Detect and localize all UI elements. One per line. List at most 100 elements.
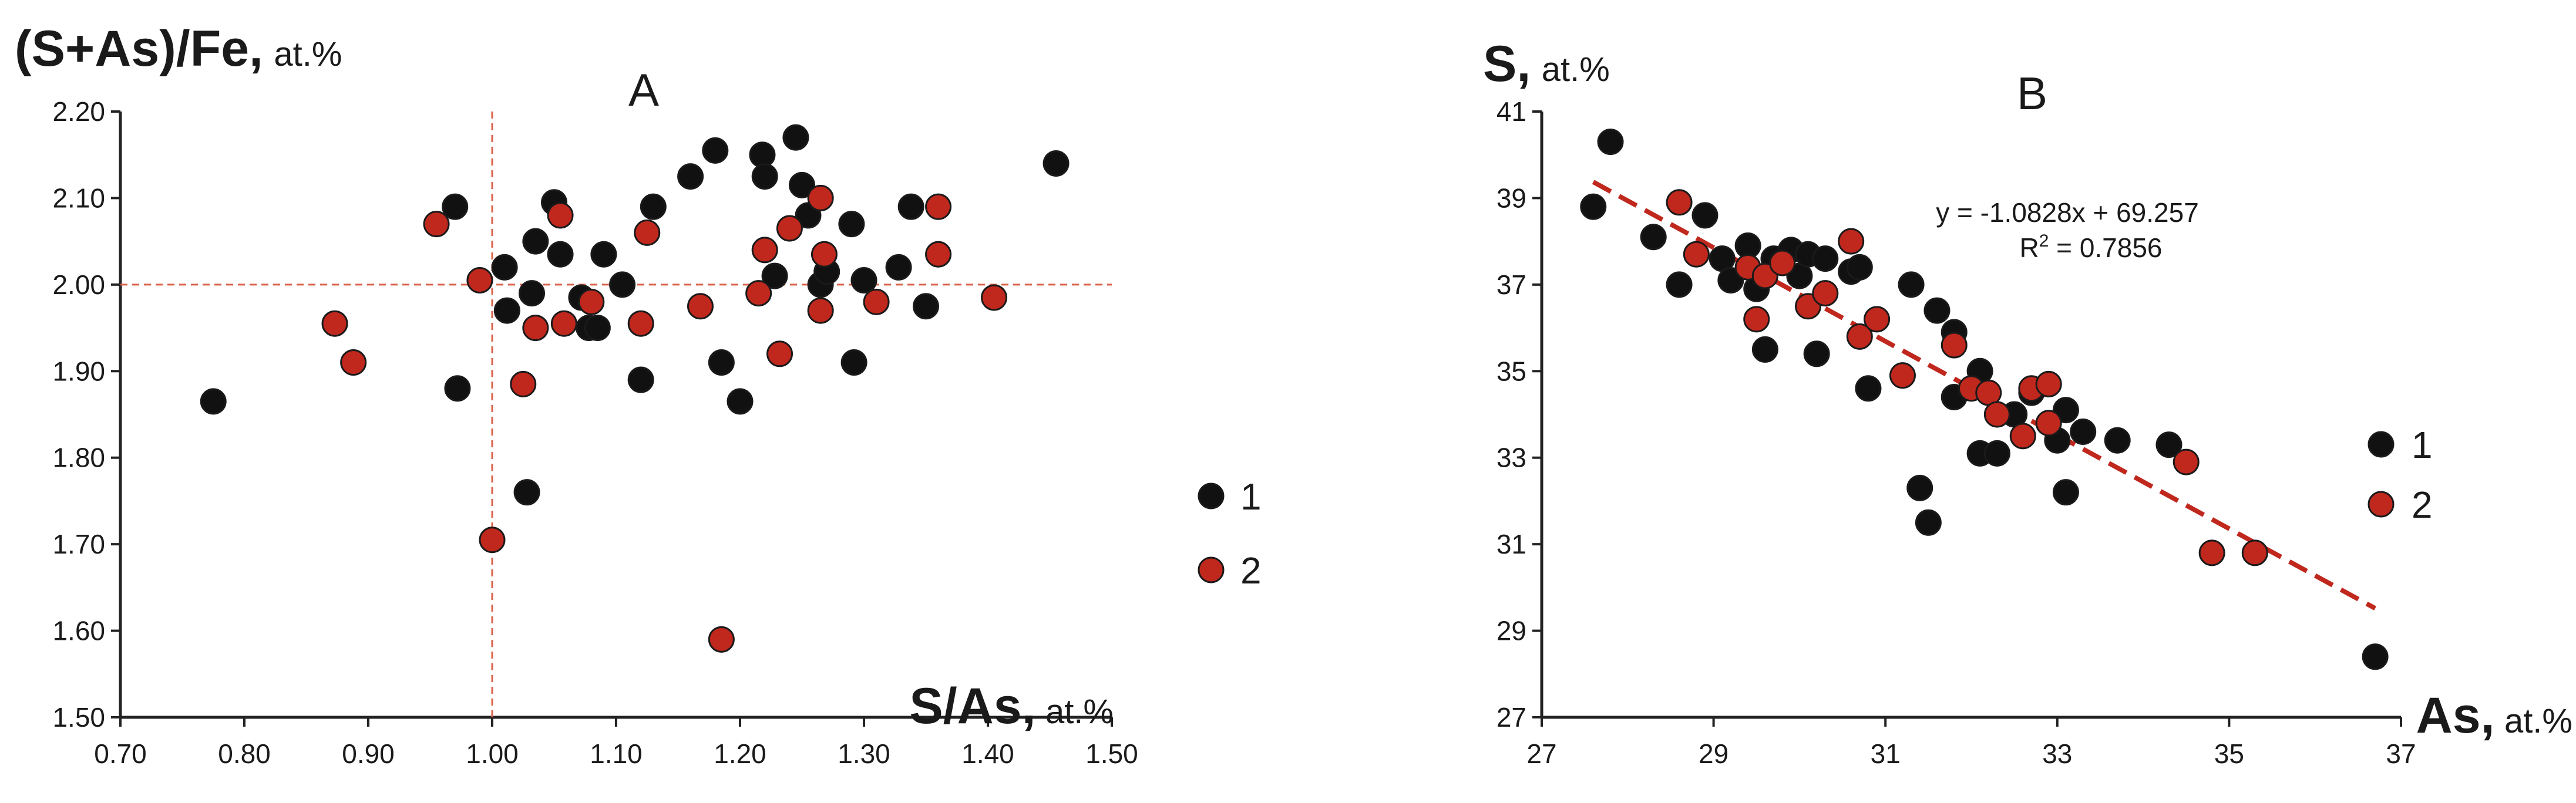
panel-a-point-series-1 (708, 349, 735, 376)
panel-a-y-tick-label: 2.00 (52, 269, 105, 300)
panel-a: 1.50 1.60 1.70 1.80 1.90 2.00 2.10 2.20 0.70 0.8… (15, 21, 1262, 769)
panel-a-point-series-2 (550, 310, 577, 337)
panel-b-legend-marker-2 (2368, 491, 2395, 518)
panel-b-legend: 1 2 (2368, 424, 2433, 526)
panel-a-y-tick-label: 1.60 (52, 616, 105, 646)
panel-a-point-series-1 (840, 349, 867, 376)
panel-b-y-tick-label: 31 (1496, 529, 1526, 559)
panel-b-point-series-2 (1864, 306, 1891, 333)
panel-b-points (1580, 129, 2389, 670)
panel-b-point-series-1 (1666, 271, 1693, 298)
panel-b-point-series-1 (2155, 431, 2182, 458)
panel-a-point-series-2 (811, 241, 838, 268)
panel-b-point-series-1 (2070, 418, 2097, 445)
panel-a-point-series-2 (466, 266, 493, 293)
panel-b-point-series-2 (1812, 280, 1839, 307)
panel-a-y-tick-label: 1.70 (52, 529, 105, 559)
panel-a-point-series-1 (513, 479, 540, 506)
panel-b-legend-label-1: 1 (2412, 424, 2433, 466)
panel-b-y-label-unit: at.% (1542, 50, 1610, 89)
panel-a-legend-marker-1 (1198, 483, 1225, 510)
panel-a-point-series-2 (925, 241, 952, 268)
panel-a-y-label-unit: at.% (274, 35, 342, 73)
panel-b-y-tick-label: 37 (1496, 269, 1526, 300)
panel-b-x-tick-label: 31 (1871, 738, 1901, 769)
panel-b-x-tick-label: 37 (2386, 738, 2416, 769)
panel-b-trend-equation: y = -1.0828x + 69.257 (1936, 197, 2199, 228)
panel-b-x-tick-label: 35 (2214, 738, 2244, 769)
panel-a-point-series-1 (640, 193, 667, 220)
panel-a-point-series-2 (510, 370, 537, 397)
panel-a-y-ticks: 1.50 1.60 1.70 1.80 1.90 2.00 2.10 2.20 (52, 96, 120, 733)
panel-a-point-series-2 (863, 288, 890, 315)
panel-a-point-series-1 (727, 388, 754, 415)
panel-a-point-series-2 (766, 340, 793, 367)
panel-a-x-label-unit: at.% (1045, 693, 1114, 731)
panel-b-point-series-1 (1898, 271, 1925, 298)
panel-a-point-series-2 (578, 288, 605, 315)
panel-a-point-series-1 (627, 366, 654, 393)
panel-b-point-series-1 (1580, 193, 1607, 220)
panel-b-point-series-1 (1751, 336, 1778, 363)
panel-a-reference-lines (120, 112, 1112, 717)
panel-b-point-series-2 (2173, 448, 2200, 475)
panel-a-x-tick-label: 1.50 (1085, 738, 1138, 769)
panel-b-point-series-2 (1846, 323, 1873, 350)
panel-b-point-series-2 (1743, 306, 1770, 333)
panel-a-point-series-1 (913, 293, 939, 320)
panel-a-point-series-1 (444, 375, 471, 402)
panel-b-point-series-2 (1769, 249, 1796, 276)
panel-a-point-series-1 (519, 280, 546, 307)
panel-a-point-series-1 (200, 388, 227, 415)
panel-b-point-series-2 (2035, 370, 2062, 397)
panel-b-x-tick-label: 33 (2042, 738, 2072, 769)
panel-a-y-tick-label: 2.10 (52, 183, 105, 213)
panel-b-y-tick-label: 41 (1496, 96, 1526, 127)
panel-a-point-series-1 (850, 266, 877, 293)
panel-b-y-tick-label: 29 (1496, 616, 1526, 646)
panel-b-point-series-2 (1683, 241, 1710, 268)
panel-a-point-series-1 (702, 137, 729, 164)
panel-a-point-series-2 (751, 237, 778, 264)
panel-a-point-series-1 (1042, 150, 1070, 177)
panel-b-point-series-2 (1889, 362, 1916, 389)
panel-b-y-tick-label: 39 (1496, 183, 1526, 213)
panel-b-point-series-1 (1923, 297, 1951, 324)
panel-a-x-tick-label: 1.40 (961, 738, 1014, 769)
panel-b-r2-value: = 0.7856 (2049, 232, 2162, 263)
panel-a-point-series-2 (807, 184, 834, 211)
panel-a-point-series-1 (677, 163, 704, 190)
panel-b-y-tick-label: 33 (1496, 443, 1526, 473)
panel-a-legend-label-2: 2 (1240, 549, 1262, 592)
panel-a-point-series-2 (627, 310, 654, 337)
panel-b-point-series-1 (1640, 224, 1667, 251)
panel-a-point-series-1 (897, 193, 924, 220)
panel-a-point-series-2 (981, 284, 1008, 311)
panel-b-point-series-2 (1666, 189, 1693, 216)
panel-a-point-series-2 (745, 280, 772, 307)
panel-a-point-series-1 (749, 141, 776, 168)
panel-b-x-label-main: As, (2416, 687, 2495, 744)
panel-a-point-series-1 (885, 254, 912, 281)
panel-b-point-series-1 (1846, 254, 1873, 281)
panel-a-point-series-1 (491, 254, 518, 281)
panel-b-point-series-1 (2362, 643, 2389, 670)
panel-a-x-tick-label: 1.20 (714, 738, 766, 769)
panel-b-point-series-1 (2104, 427, 2131, 454)
panel-a-point-series-1 (782, 124, 809, 151)
panel-a-y-tick-label: 2.20 (52, 96, 105, 127)
panel-b-point-series-1 (2052, 479, 2079, 506)
panel-b-y-label-main: S, (1483, 36, 1531, 92)
panel-a-legend-label-1: 1 (1240, 475, 1262, 518)
panel-a-x-label-main: S/As, (909, 678, 1035, 734)
panel-b-point-series-1 (1855, 375, 1882, 402)
panel-a-y-tick-label: 1.90 (52, 356, 105, 386)
panel-a-y-label-main: (S+As)/Fe, (15, 21, 263, 77)
panel-a-point-series-1 (522, 228, 549, 255)
panel-a-point-series-1 (590, 241, 617, 268)
panel-b-r2-sup: 2 (2039, 231, 2049, 251)
panel-a-point-series-2 (479, 527, 506, 554)
panel-a-point-series-2 (708, 626, 735, 653)
